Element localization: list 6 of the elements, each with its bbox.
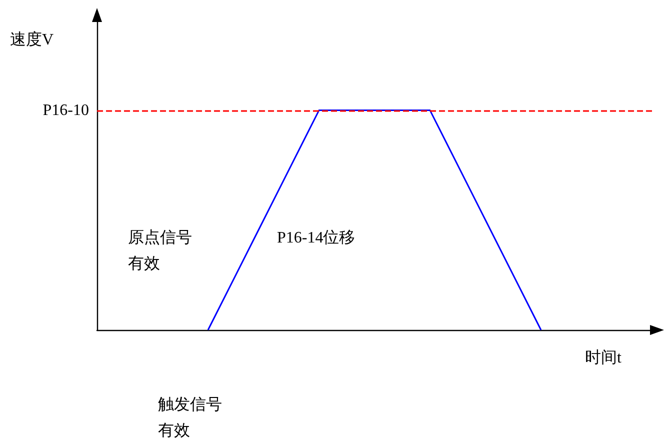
x-axis-title: 时间t (585, 348, 622, 366)
ref-line-label: P16-10 (42, 102, 89, 119)
annotation: P16-14位移 (277, 230, 356, 246)
y-axis-title: 速度V (10, 30, 54, 48)
text: 触发信号有效 (158, 396, 222, 440)
annotation: 原点信号有效 (128, 228, 192, 272)
